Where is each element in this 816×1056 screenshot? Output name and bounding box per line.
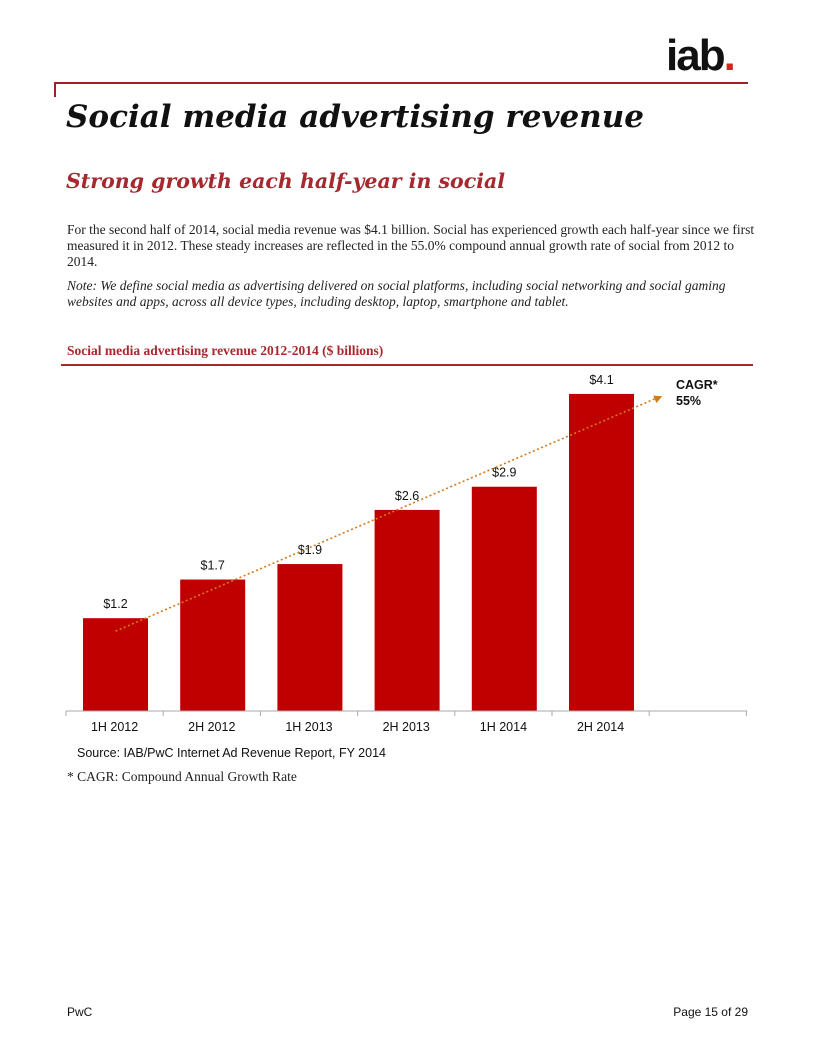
data-label: $4.1 [589,373,613,387]
x-tick-label: 1H 2014 [480,720,527,734]
data-label: $2.9 [492,466,516,480]
chart-source: Source: IAB/PwC Internet Ad Revenue Repo… [77,746,386,760]
data-label: $1.7 [201,559,225,573]
cagr-trend-line [115,397,657,632]
data-label: $2.6 [395,489,419,503]
data-label: $1.9 [298,543,322,557]
body-paragraph: For the second half of 2014, social medi… [67,222,755,269]
x-tick-label: 1H 2012 [91,720,138,734]
bar-1h-2012 [83,618,148,711]
x-tick-label: 2H 2014 [577,720,624,734]
chart-title: Social media advertising revenue 2012-20… [67,343,384,358]
bar-1h-2013 [277,564,343,711]
x-tick-label: 1H 2013 [285,720,332,734]
bar-2h-2014 [569,393,634,711]
bar-2h-2012 [180,579,246,711]
bar-2h-2013 [374,509,440,711]
bar-1h-2014 [471,486,537,711]
footer-company: PwC [67,1005,93,1019]
data-label: $1.2 [103,597,127,611]
iab-logo: iab. [666,31,736,80]
cagr-value: 55% [676,394,701,408]
header-rule-tick [54,82,56,97]
cagr-label: CAGR* [676,378,718,392]
x-tick-label: 2H 2013 [383,720,430,734]
page-number: Page 15 of 29 [673,1005,748,1019]
page-subtitle: Strong growth each half-year in social [66,169,506,193]
chart-title-rule [61,364,753,366]
header-rule [54,82,748,84]
trend-arrowhead [653,395,663,404]
page-title: Social media advertising revenue [66,99,644,135]
x-tick-label: 2H 2012 [188,720,235,734]
note-paragraph: Note: We define social media as advertis… [67,278,726,309]
footnote: * CAGR: Compound Annual Growth Rate [67,769,297,784]
